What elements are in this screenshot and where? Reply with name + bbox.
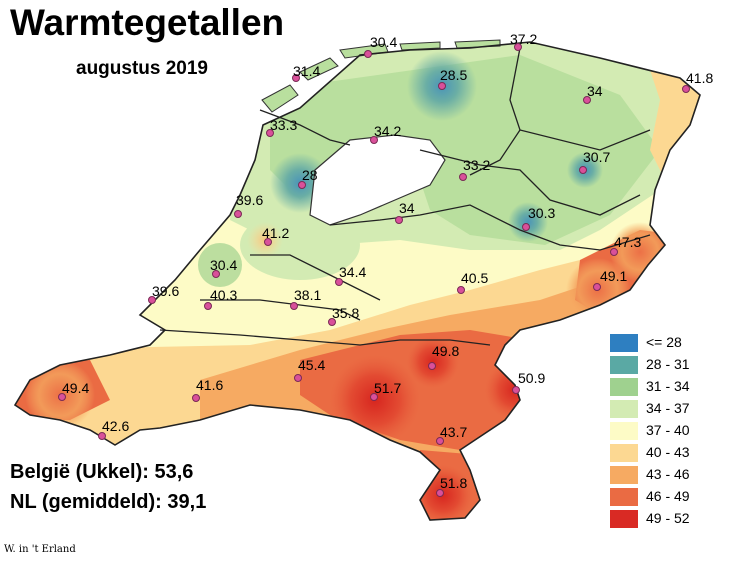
legend-label: 46 - 49	[646, 488, 690, 504]
station-dot	[522, 223, 530, 231]
legend-label: 28 - 31	[646, 356, 690, 372]
credit-text: W. in 't Erland	[4, 544, 76, 555]
station-label: 41.8	[686, 70, 713, 86]
stat-belgium: België (Ukkel): 53,6	[10, 461, 194, 483]
station-dot	[212, 270, 220, 278]
station-dot	[428, 362, 436, 370]
station-dot	[298, 181, 306, 189]
station-label: 30.3	[528, 205, 555, 221]
station-dot	[593, 283, 601, 291]
station-label: 45.4	[298, 357, 325, 373]
station-label: 37.2	[510, 31, 537, 47]
station-dot	[395, 216, 403, 224]
station-label: 30.4	[370, 34, 397, 50]
station-label: 50.9	[518, 370, 545, 386]
station-dot	[98, 432, 106, 440]
station-dot	[290, 302, 298, 310]
station-label: 38.1	[294, 287, 321, 303]
station-label: 43.7	[440, 424, 467, 440]
station-label: 47.3	[614, 234, 641, 250]
station-label: 40.3	[210, 287, 237, 303]
weather-stations: 30.4 37.2 31.4 28.5 41.8 34 33.3 34.2 33.2 30.7 28…	[58, 31, 713, 497]
legend-label: 43 - 46	[646, 466, 690, 482]
station-dot	[192, 394, 200, 402]
station-dot	[436, 489, 444, 497]
legend-swatch	[610, 334, 638, 352]
station-dot	[436, 437, 444, 445]
station-label: 39.6	[152, 283, 179, 299]
legend-swatch	[610, 466, 638, 484]
legend-label: <= 28	[646, 334, 682, 350]
legend-label: 49 - 52	[646, 510, 690, 526]
station-label: 30.7	[583, 149, 610, 165]
station-label: 51.8	[440, 475, 467, 491]
station-label: 31.4	[293, 63, 320, 79]
ijsselmeer-water	[309, 134, 446, 226]
station-label: 34.4	[339, 264, 366, 280]
station-label: 28.5	[440, 67, 467, 83]
station-dot	[370, 136, 378, 144]
legend-swatch	[610, 488, 638, 506]
stat-netherlands: NL (gemiddeld): 39,1	[10, 491, 207, 513]
station-label: 34	[399, 200, 415, 216]
station-dot	[234, 210, 242, 218]
station-dot	[335, 278, 343, 286]
legend-label: 31 - 34	[646, 378, 690, 394]
legend-label: 34 - 37	[646, 400, 690, 416]
station-label: 35.8	[332, 305, 359, 321]
province-borders	[159, 47, 651, 346]
station-dot	[512, 386, 520, 394]
station-dot	[294, 374, 302, 382]
station-dot	[583, 96, 591, 104]
station-dot	[364, 50, 372, 58]
station-dot	[204, 302, 212, 310]
station-dot	[514, 43, 522, 51]
station-label: 42.6	[102, 418, 129, 434]
station-dot	[264, 238, 272, 246]
legend-swatch	[610, 400, 638, 418]
station-label: 33.3	[270, 117, 297, 133]
station-dot	[457, 286, 465, 294]
station-label: 33.2	[463, 157, 490, 173]
station-dot	[328, 318, 336, 326]
station-label: 49.8	[432, 343, 459, 359]
station-dot	[148, 296, 156, 304]
station-label: 40.5	[461, 270, 488, 286]
station-dot	[266, 129, 274, 137]
station-label: 39.6	[236, 192, 263, 208]
legend-label: 40 - 43	[646, 444, 690, 460]
station-label: 49.4	[62, 380, 89, 396]
station-dot	[610, 248, 618, 256]
station-label: 41.2	[262, 225, 289, 241]
station-dot	[292, 74, 300, 82]
legend-label: 37 - 40	[646, 422, 690, 438]
station-label: 28	[302, 167, 318, 183]
station-label: 41.6	[196, 377, 223, 393]
legend-swatch	[610, 356, 638, 374]
station-dot	[459, 173, 467, 181]
station-dot	[58, 393, 66, 401]
station-dot	[682, 85, 690, 93]
legend-swatch	[610, 510, 638, 528]
station-label: 30.4	[210, 257, 237, 273]
station-label: 51.7	[374, 380, 401, 396]
page-title: Warmtegetallen	[10, 2, 285, 43]
station-dot	[579, 166, 587, 174]
station-dot	[370, 393, 378, 401]
station-dot	[438, 82, 446, 90]
page-subtitle: augustus 2019	[76, 58, 208, 79]
station-label: 34	[587, 83, 603, 99]
station-label: 34.2	[374, 123, 401, 139]
legend-swatch	[610, 422, 638, 440]
legend-swatch	[610, 444, 638, 462]
legend-swatch	[610, 378, 638, 396]
station-label: 49.1	[600, 268, 627, 284]
wadden-islands	[261, 39, 501, 113]
